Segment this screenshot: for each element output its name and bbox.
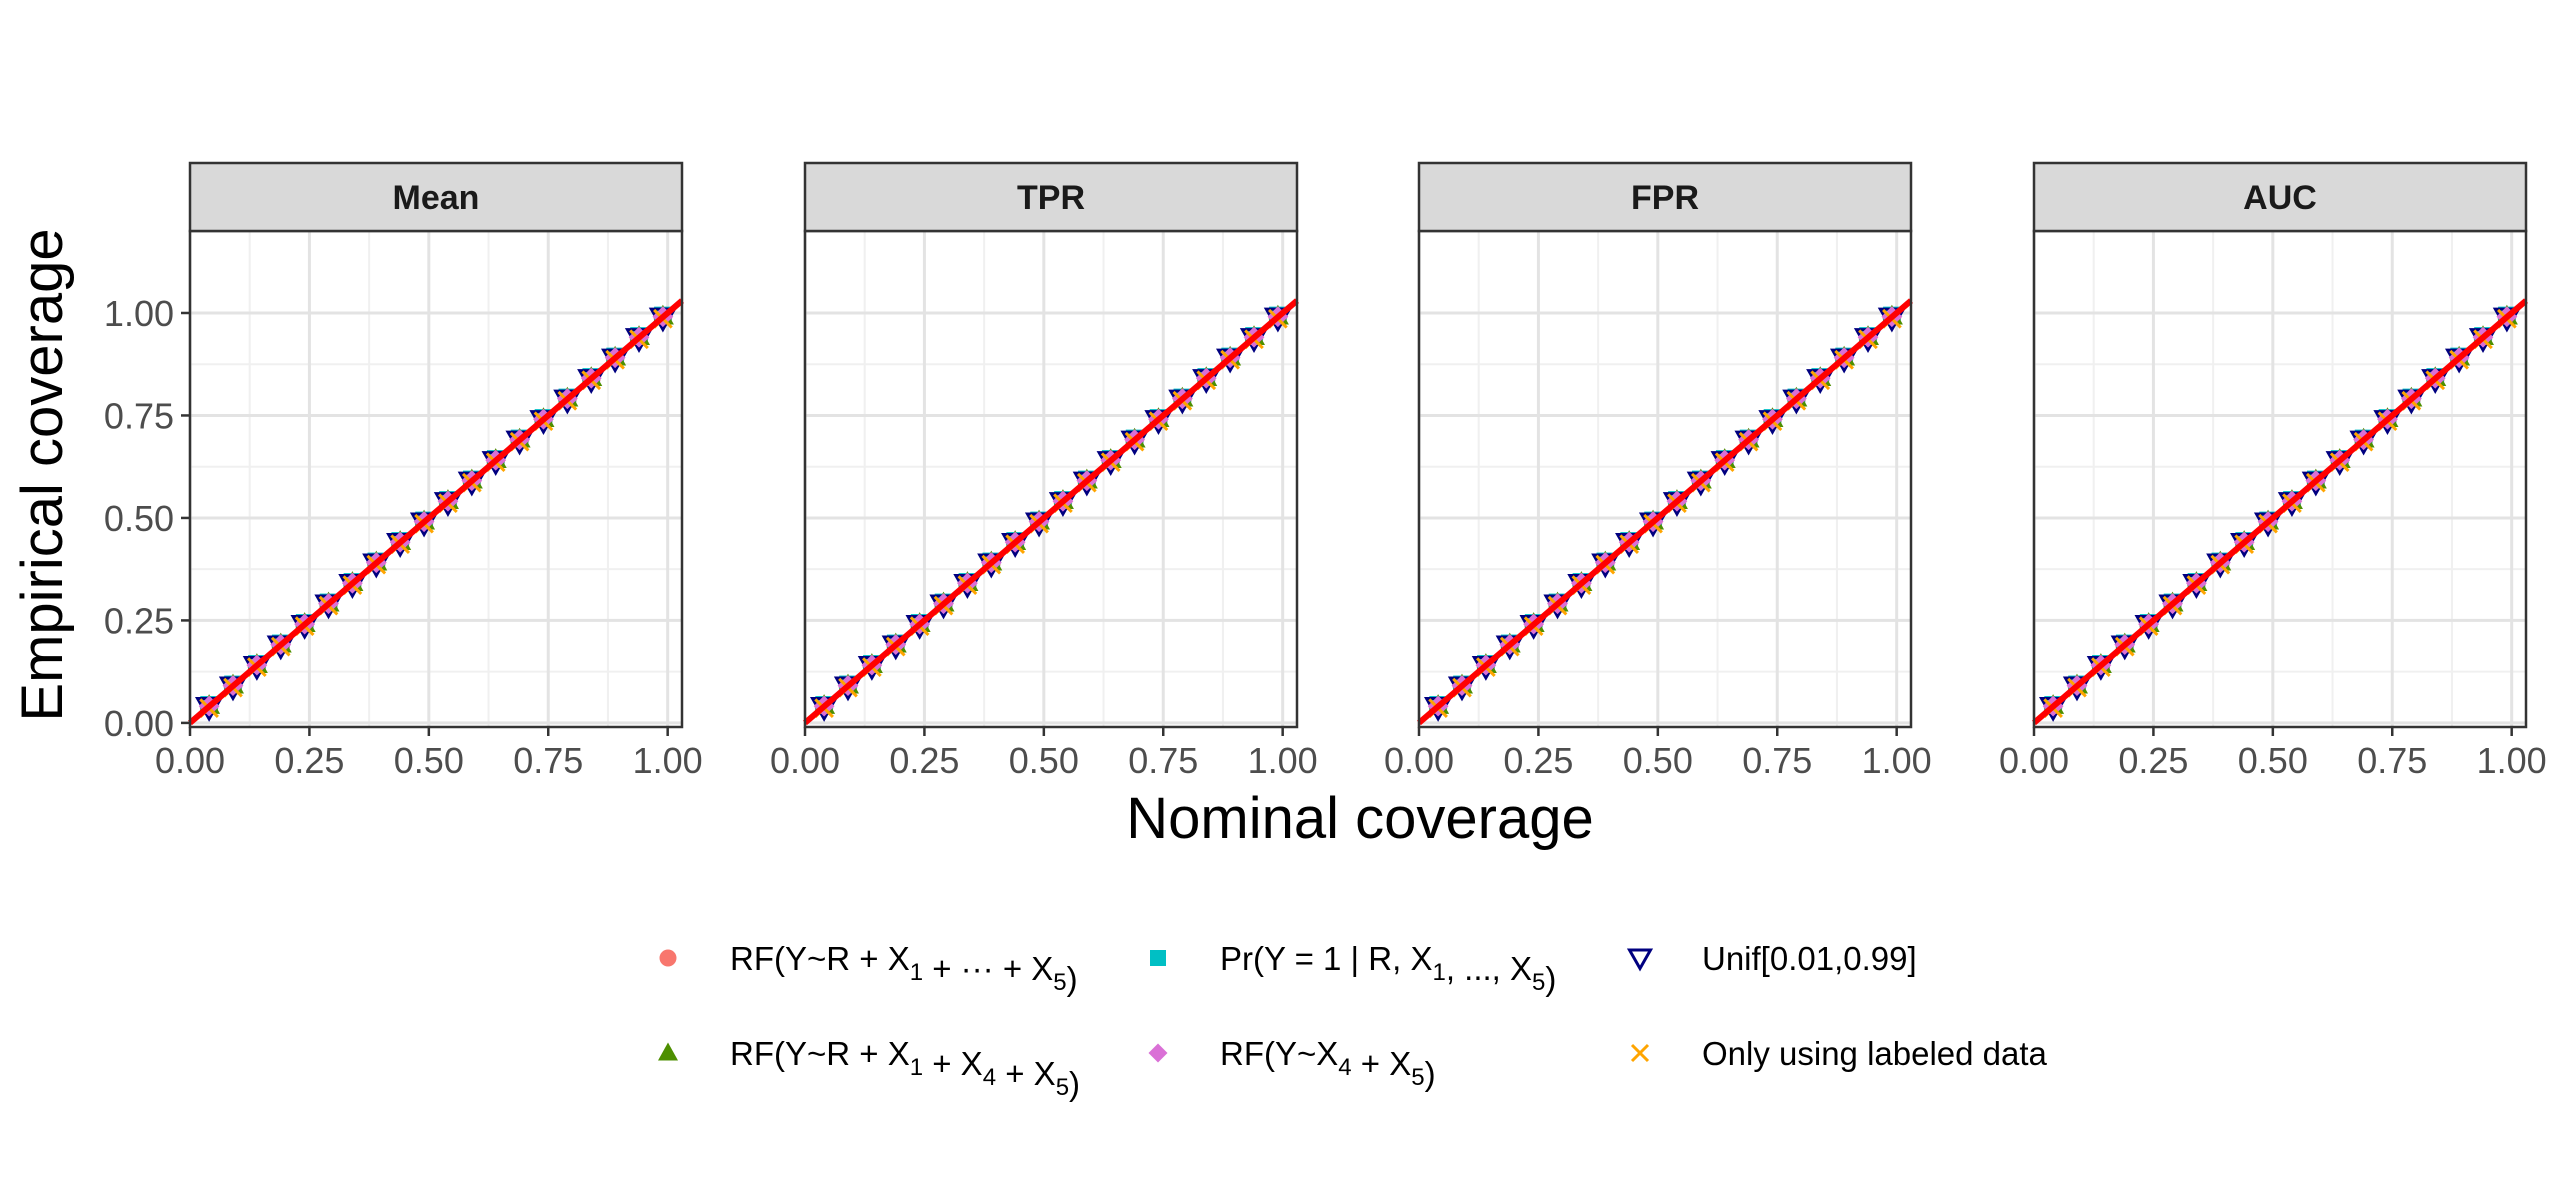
legend-item-rf_45: RF(Y~X4 + X5) [1148,1035,1436,1092]
legend-label: RF(Y~R + X1 + X4 + X5) [730,1035,1080,1102]
y-tick-label: 0.25 [104,600,174,641]
facet-strip [188,161,684,233]
y-tick-label: 0.50 [104,498,174,539]
legend-item-pr_true: Pr(Y = 1 | R, X1, ..., X5) [1150,940,1556,997]
facet-strip-label: TPR [1017,179,1085,217]
y-axis-title: Empirical coverage [10,228,75,721]
facet-strip-label: FPR [1631,179,1699,217]
x-tick-label: 0.00 [1384,740,1454,781]
x-tick-label: 0.50 [394,740,464,781]
x-tick-label: 0.75 [513,740,583,781]
legend-key-diamond [1148,1043,1168,1063]
x-tick-label: 1.00 [2477,740,2547,781]
facet-strip [1417,161,1913,233]
x-tick-label: 0.50 [1009,740,1079,781]
x-tick-label: 0.25 [274,740,344,781]
y-tick-label: 0.75 [104,395,174,436]
x-tick-label: 0.25 [2118,740,2188,781]
x-tick-label: 0.75 [1128,740,1198,781]
x-tick-label: 0.00 [1999,740,2069,781]
y-tick-label: 0.00 [104,703,174,744]
legend-key-triangle [658,1042,678,1061]
facet-strip [803,161,1299,233]
y-tick-label: 1.00 [104,293,174,334]
legend-key-square [1150,950,1166,966]
facet-panel-tpr: TPR 0.00 0.25 0.50 0.75 1.00 [770,161,1318,781]
legend: RF(Y~R + X1 + ··· + X5) Pr(Y = 1 | R, X1,… [658,940,2048,1102]
legend-item-rf_all: RF(Y~R + X1 + ··· + X5) [659,940,1078,997]
x-tick-label: 0.00 [770,740,840,781]
x-tick-label: 0.00 [155,740,225,781]
legend-key-cross [1630,1043,1650,1063]
x-tick-label: 1.00 [633,740,703,781]
legend-key-triangle-down-open [1626,948,1654,972]
facet-panels: Mean 0.00 0.25 0.50 0.75 1.00 0.00 0.25 0.50 0.75… [104,161,2547,781]
reference-line [188,298,684,726]
legend-label: Pr(Y = 1 | R, X1, ..., X5) [1220,940,1556,997]
legend-item-unif: Unif[0.01,0.99] [1626,940,1917,977]
legend-label: RF(Y~X4 + X5) [1220,1035,1436,1092]
facet-strip-label: Mean [393,179,480,217]
x-tick-label: 0.50 [2238,740,2308,781]
facet-panel-mean: Mean 0.00 0.25 0.50 0.75 1.00 0.00 0.25 0.50 0.75… [104,161,703,781]
reference-line [2032,298,2528,726]
x-tick-label: 0.75 [2357,740,2427,781]
facet-strip [2032,161,2528,233]
x-tick-label: 0.25 [1503,740,1573,781]
legend-item-rf_145: RF(Y~R + X1 + X4 + X5) [658,1035,1080,1102]
reference-line [1417,298,1913,726]
x-tick-label: 1.00 [1862,740,1932,781]
reference-line [803,298,1299,726]
legend-key-circle [659,949,677,967]
facet-strip-label: AUC [2243,179,2317,217]
x-tick-label: 0.25 [889,740,959,781]
legend-label: Only using labeled data [1702,1035,2048,1072]
legend-label: Unif[0.01,0.99] [1702,940,1917,977]
facet-panel-fpr: FPR 0.00 0.25 0.50 0.75 1.00 [1384,161,1932,781]
x-tick-label: 0.75 [1742,740,1812,781]
x-axis-title: Nominal coverage [1126,786,1593,851]
legend-item-labeled: Only using labeled data [1630,1035,2048,1072]
x-tick-label: 0.50 [1623,740,1693,781]
facet-panel-auc: AUC 0.00 0.25 0.50 0.75 1.00 [1999,161,2547,781]
x-tick-label: 1.00 [1248,740,1318,781]
legend-label: RF(Y~R + X1 + ··· + X5) [730,940,1078,997]
